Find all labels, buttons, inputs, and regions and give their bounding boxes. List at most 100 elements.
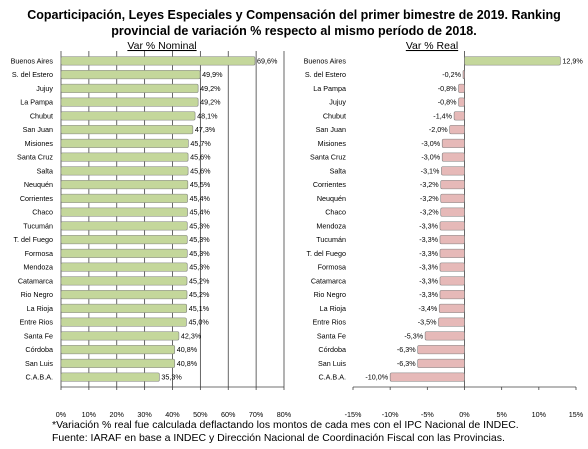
data-label: -3,3% — [419, 263, 438, 272]
bar — [60, 317, 187, 327]
data-label: -5,3% — [404, 331, 423, 340]
bar — [60, 70, 201, 80]
bar — [439, 221, 465, 231]
data-label: -0,8% — [438, 84, 457, 93]
category-label: Santa Cruz — [310, 153, 346, 162]
footnote-methodology: *Variación % real fue calculada deflacta… — [52, 419, 519, 431]
category-label: La Pampa — [20, 98, 53, 107]
category-label: Mendoza — [23, 263, 53, 272]
data-label: -3,0% — [421, 139, 440, 148]
data-label: -3,3% — [419, 221, 438, 230]
data-label: 45,4% — [190, 194, 211, 203]
bar — [60, 358, 176, 368]
bar — [60, 290, 188, 300]
data-label: 48,1% — [197, 111, 218, 120]
category-label: Santa Fe — [24, 331, 53, 340]
bar — [417, 358, 465, 368]
data-label: 45,7% — [190, 139, 211, 148]
category-label: Entre Rios — [312, 318, 346, 327]
data-label: 45,3% — [189, 221, 210, 230]
data-label: -0,2% — [442, 70, 461, 79]
x-tick-label: 5% — [496, 410, 507, 419]
category-label: Córdoba — [318, 345, 346, 354]
bar — [60, 262, 188, 272]
x-tick-label: -5% — [421, 410, 434, 419]
data-label: 45,5% — [190, 180, 211, 189]
data-label: 45,6% — [190, 166, 211, 175]
bar — [439, 248, 465, 258]
x-tick-label: 40% — [165, 410, 180, 419]
chart-nominal-title: Var % Nominal — [127, 40, 196, 52]
x-tick-label: 30% — [137, 410, 152, 419]
category-label: Rio Negro — [314, 290, 346, 299]
category-label: San Juan — [23, 125, 53, 134]
bar — [439, 262, 465, 272]
data-label: -3,1% — [421, 166, 440, 175]
x-tick-label: 0% — [459, 410, 470, 419]
x-tick-label: 20% — [110, 410, 125, 419]
bar — [464, 56, 561, 66]
bar — [439, 276, 465, 286]
bar — [60, 221, 188, 231]
category-label: Misiones — [25, 139, 54, 148]
data-label: -3,3% — [419, 249, 438, 258]
category-label: Neuquén — [317, 194, 346, 203]
chart-real: Var % Real -15% -10% -5% 0% 5% 10% 15% Buenos Ai… — [304, 40, 584, 419]
x-tick-label: -15% — [345, 410, 362, 419]
x-tick-label: 60% — [221, 410, 236, 419]
bar — [462, 70, 465, 80]
chart-title-line-1: Coparticipación, Leyes Especiales y Comp… — [27, 8, 561, 22]
category-label: Jujuy — [329, 98, 346, 107]
bar — [458, 83, 465, 93]
data-label: 45,2% — [189, 290, 210, 299]
category-label: Chaco — [32, 208, 53, 217]
data-label: 40,8% — [177, 345, 198, 354]
bar — [389, 372, 465, 382]
category-label: San Juan — [316, 125, 346, 134]
category-label: Salta — [330, 166, 346, 175]
category-label: Catamarca — [311, 276, 346, 285]
data-label: -3,2% — [420, 194, 439, 203]
category-label: T. del Fuego — [13, 235, 53, 244]
category-label: Chubut — [30, 111, 53, 120]
data-label: -3,4% — [418, 304, 437, 313]
data-label: -2,0% — [429, 125, 448, 134]
bar — [60, 138, 189, 148]
category-label: S. del Estero — [12, 70, 53, 79]
category-label: C.A.B.A. — [318, 373, 346, 382]
bar — [60, 276, 188, 286]
category-label: Mendoza — [316, 221, 346, 230]
data-label: -3,2% — [420, 180, 439, 189]
bar — [60, 331, 180, 341]
bar — [60, 235, 188, 245]
data-label: 49,2% — [200, 98, 221, 107]
x-tick-label: 80% — [277, 410, 292, 419]
bar — [453, 111, 465, 121]
data-label: 45,3% — [189, 263, 210, 272]
bar — [441, 166, 465, 176]
category-label: Corrientes — [313, 180, 347, 189]
category-label: Catamarca — [18, 276, 53, 285]
bar — [60, 180, 189, 190]
data-label: 45,2% — [189, 276, 210, 285]
data-label: -6,3% — [397, 359, 416, 368]
data-label: 45,4% — [190, 208, 211, 217]
category-label: Formosa — [318, 263, 346, 272]
category-label: Salta — [37, 166, 53, 175]
category-label: C.A.B.A. — [25, 373, 53, 382]
category-label: Santa Cruz — [17, 153, 53, 162]
category-label: Misiones — [318, 139, 347, 148]
bar — [440, 180, 465, 190]
category-label: Entre Rios — [19, 318, 53, 327]
category-label: Formosa — [25, 249, 53, 258]
data-label: 12,9% — [562, 56, 583, 65]
bar — [440, 207, 465, 217]
bar — [60, 152, 189, 162]
bar — [60, 248, 188, 258]
category-label: Chubut — [323, 111, 346, 120]
footnotes: *Variación % real fue calculada deflacta… — [52, 419, 519, 445]
data-label: -3,0% — [421, 153, 440, 162]
category-label: Santa Fe — [317, 331, 346, 340]
x-tick-label: 10% — [532, 410, 547, 419]
x-tick-label: 50% — [193, 410, 208, 419]
